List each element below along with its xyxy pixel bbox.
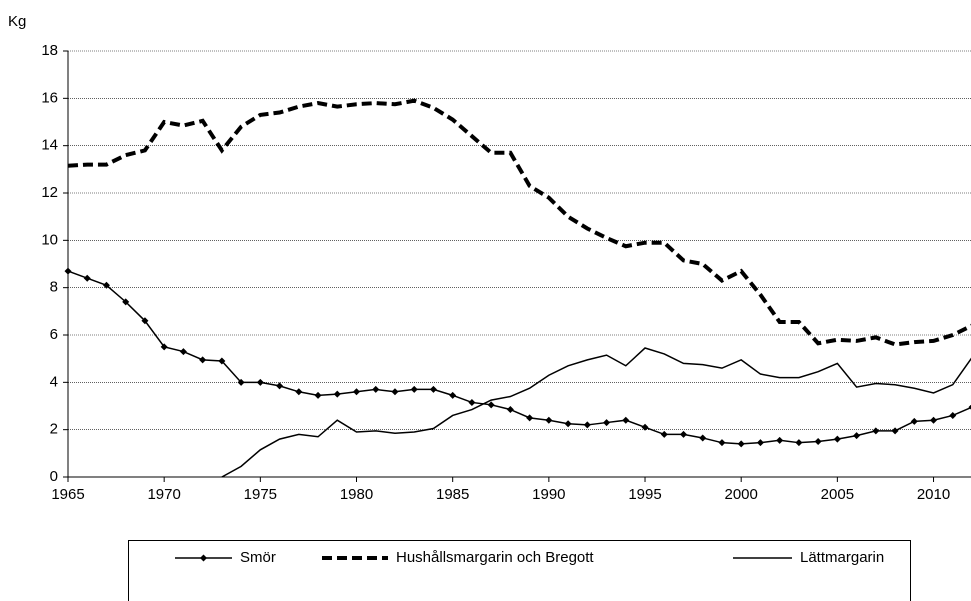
- y-axis-label: Kg: [8, 13, 26, 30]
- y-tick-label: 0: [50, 468, 58, 485]
- marker: [564, 420, 572, 428]
- marker: [506, 406, 514, 414]
- plot-area: [64, 98, 971, 478]
- marker: [468, 398, 476, 406]
- marker: [833, 435, 841, 443]
- marker: [449, 391, 457, 399]
- x-tick-label: 2005: [821, 486, 854, 503]
- marker: [141, 317, 149, 325]
- marker: [256, 378, 264, 386]
- legend-label: Lättmargarin: [800, 549, 884, 566]
- series-line: [221, 347, 971, 478]
- marker: [295, 388, 303, 396]
- marker: [910, 417, 918, 425]
- marker: [102, 281, 110, 289]
- grid: [68, 50, 971, 430]
- marker: [679, 430, 687, 438]
- y-tick-label: 4: [50, 373, 58, 390]
- marker: [218, 357, 226, 365]
- marker: [603, 419, 611, 427]
- x-tick-label: 1985: [436, 486, 469, 503]
- x-tick-label: 1970: [147, 486, 180, 503]
- series-line: [67, 98, 971, 347]
- marker: [718, 439, 726, 447]
- marker: [622, 416, 630, 424]
- marker: [968, 404, 971, 410]
- y-tick-label: 6: [50, 326, 58, 343]
- marker: [872, 427, 880, 435]
- legend-marker: [200, 554, 207, 562]
- x-tick-label: 2010: [917, 486, 950, 503]
- marker: [660, 430, 668, 438]
- x-tick-label: 1965: [51, 486, 84, 503]
- marker: [429, 385, 437, 393]
- marker: [583, 421, 591, 429]
- x-tick-label: 2000: [725, 486, 758, 503]
- marker: [891, 427, 899, 435]
- legend: Smör Hushållsmargarin och Bregott Lättmarg…: [175, 549, 884, 566]
- marker: [199, 356, 207, 364]
- y-tick-label: 18: [41, 42, 58, 59]
- marker: [545, 416, 553, 424]
- legend-label: Smör: [240, 549, 276, 566]
- y-tick-label: 8: [50, 279, 58, 296]
- marker: [853, 432, 861, 440]
- marker: [699, 434, 707, 442]
- marker: [410, 385, 418, 393]
- marker: [333, 390, 341, 398]
- marker: [179, 348, 187, 356]
- marker: [756, 439, 764, 447]
- marker: [276, 382, 284, 390]
- legend-label: Hushållsmargarin och Bregott: [396, 549, 594, 566]
- marker: [353, 388, 361, 396]
- marker: [487, 401, 495, 409]
- legend-box: [128, 540, 911, 601]
- y-tick-label: 2: [50, 421, 58, 438]
- marker: [372, 385, 380, 393]
- y-tick-label: 10: [41, 231, 58, 248]
- y-tick-label: 16: [41, 89, 58, 106]
- marker: [814, 438, 822, 445]
- marker: [122, 298, 130, 306]
- y-tick-label: 14: [41, 137, 58, 154]
- marker: [737, 440, 745, 448]
- marker: [391, 388, 399, 396]
- marker: [641, 423, 649, 431]
- marker: [526, 414, 534, 422]
- x-tick-label: 1990: [532, 486, 565, 503]
- x-tick-label: 1995: [628, 486, 661, 503]
- marker: [83, 274, 91, 282]
- marker: [314, 391, 322, 399]
- x-tick-label: 1975: [244, 486, 277, 503]
- marker: [795, 439, 803, 447]
- y-tick-label: 12: [41, 184, 58, 201]
- x-tick-label: 1980: [340, 486, 373, 503]
- marker: [237, 378, 245, 386]
- marker: [160, 343, 168, 351]
- marker: [776, 436, 784, 444]
- marker: [930, 416, 938, 424]
- marker: [949, 411, 957, 419]
